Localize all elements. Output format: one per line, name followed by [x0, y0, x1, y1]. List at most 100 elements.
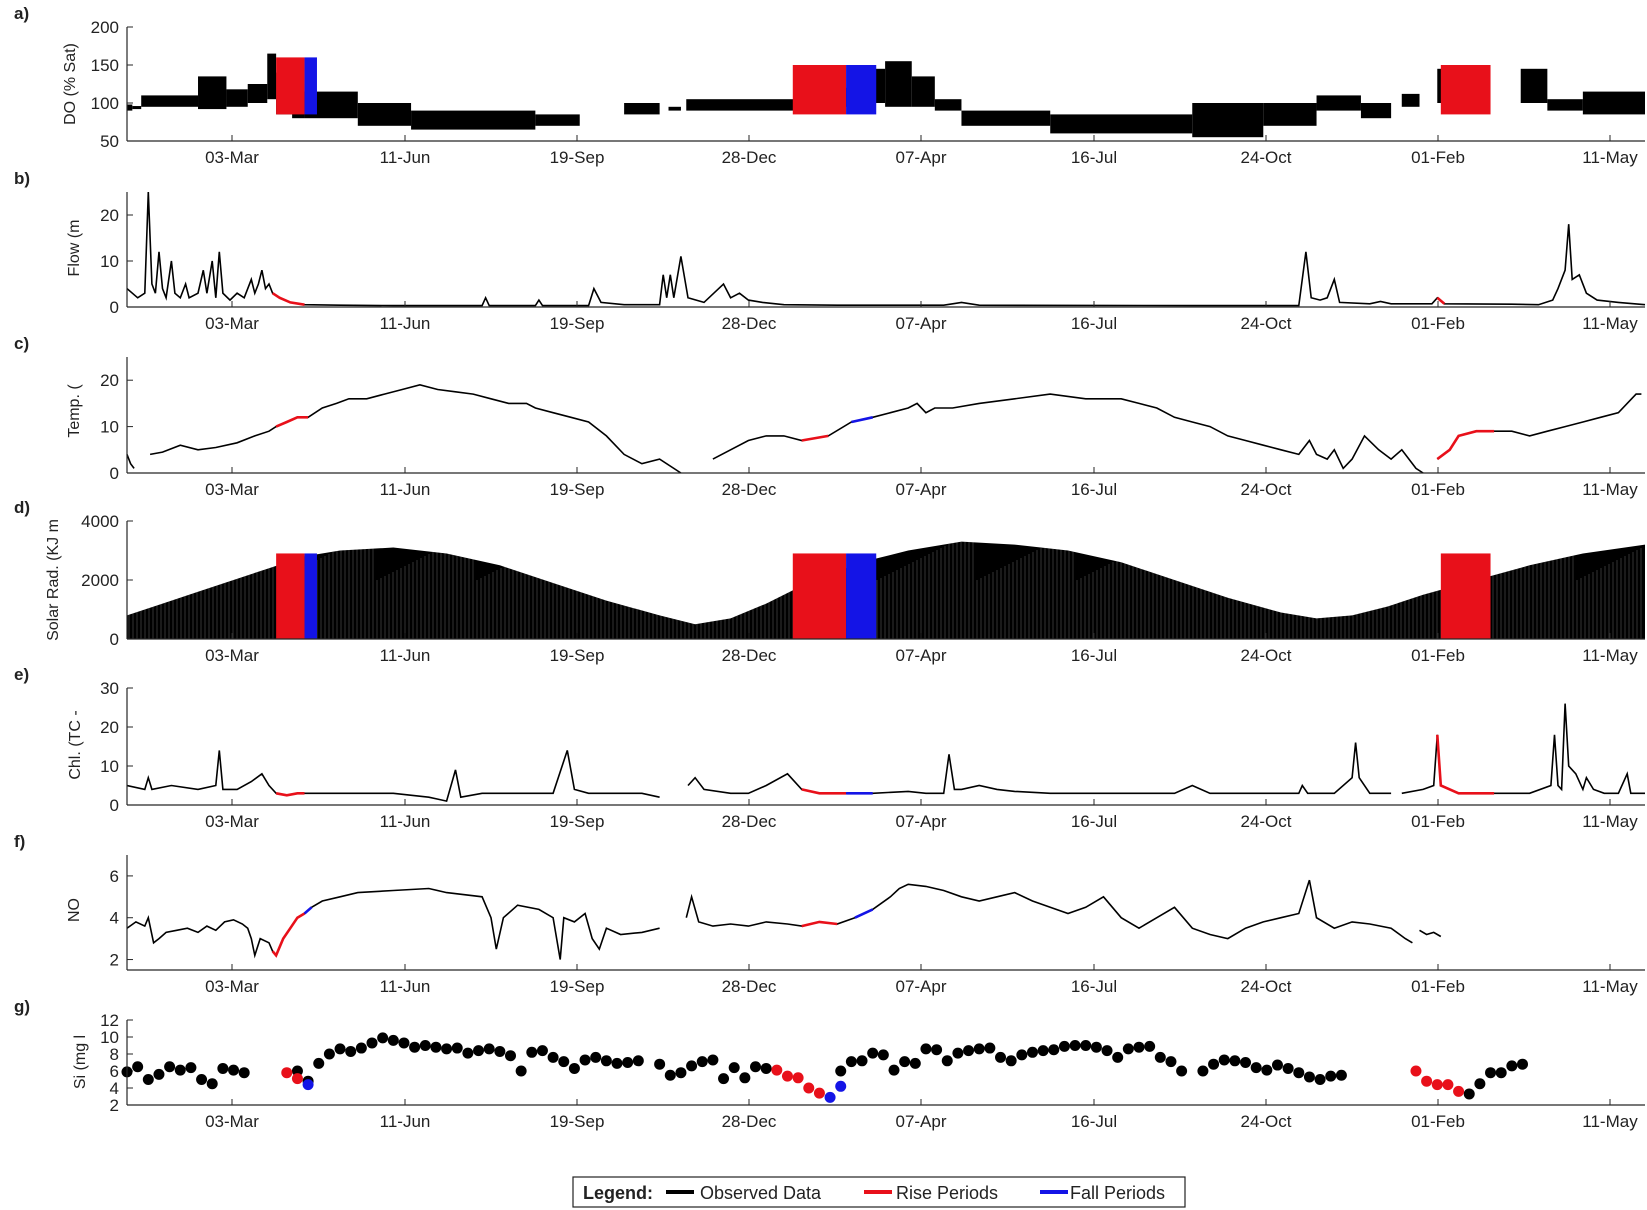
data-band — [1192, 103, 1264, 138]
data-point — [686, 1060, 698, 1072]
highlight-rise — [276, 553, 305, 639]
x-tick-label: 01-Feb — [1411, 1112, 1465, 1131]
panel-2: c) Temp. (20 10 0 03-Mar 11-Jun 19-Sep 28-Dec 07… — [14, 334, 1645, 499]
y-axis-label: Flow (m — [66, 220, 83, 277]
data-band — [141, 95, 199, 107]
data-point — [430, 1041, 442, 1053]
x-tick-label: 11-May — [1582, 480, 1638, 499]
y-tick-label: 4 — [110, 909, 119, 928]
x-tick-label: 19-Sep — [550, 977, 605, 996]
data-area — [127, 541, 1645, 639]
data-point — [675, 1067, 687, 1079]
data-point-rise — [1453, 1085, 1465, 1097]
x-tick-label: 11-Jun — [380, 148, 431, 167]
y-tick-label: 2 — [110, 1096, 119, 1115]
x-tick-label: 11-Jun — [380, 1112, 431, 1131]
x-tick-label: 11-May — [1582, 646, 1638, 665]
y-tick-label: 8 — [110, 1045, 119, 1064]
data-point — [1101, 1045, 1113, 1057]
data-point — [1208, 1058, 1220, 1070]
x-tick-label: 07-Apr — [895, 977, 946, 996]
x-tick-label: 28-Dec — [722, 148, 777, 167]
x-tick-label: 16-Jul — [1071, 1112, 1117, 1131]
y-tick-label: 150 — [91, 56, 119, 75]
data-point — [323, 1048, 335, 1060]
highlight-rise — [276, 57, 305, 115]
x-tick-label: 07-Apr — [895, 148, 946, 167]
y-tick-label: 10 — [100, 418, 119, 437]
data-point — [1240, 1057, 1252, 1068]
data-point-rise — [1410, 1065, 1422, 1077]
highlight-rise — [801, 434, 829, 442]
x-tick-label: 11-May — [1582, 148, 1638, 167]
data-band — [624, 103, 660, 115]
panel-0: a) DO (% Sat) 200 150 100 50 03-Mar 11-Jun 19-Se… — [14, 4, 1645, 167]
data-point — [558, 1056, 570, 1068]
data-point — [1474, 1078, 1486, 1090]
x-tick-label: 16-Jul — [1071, 480, 1117, 499]
panel-letter: c) — [14, 334, 29, 353]
data-band — [127, 104, 133, 111]
data-point — [1005, 1055, 1017, 1067]
data-point — [1165, 1056, 1177, 1068]
panel-4: e) Chl. (TC - 30 20 10 0 03-Mar 11-Jun 19-Sep 28-… — [14, 665, 1645, 831]
x-tick-label: 19-Sep — [550, 148, 605, 167]
x-tick-label: 07-Apr — [895, 812, 946, 831]
data-point — [1335, 1069, 1347, 1081]
data-point — [1176, 1065, 1188, 1077]
data-band — [535, 114, 580, 126]
data-point — [238, 1067, 250, 1079]
x-tick-label: 01-Feb — [1411, 480, 1465, 499]
highlight-rise — [1436, 429, 1495, 461]
data-point — [654, 1058, 666, 1070]
highlight-rise — [1440, 65, 1491, 115]
x-tick-label: 28-Dec — [722, 480, 777, 499]
x-tick-label: 03-Mar — [205, 812, 259, 831]
data-point — [1506, 1060, 1518, 1072]
y-tick-label: 4 — [110, 1079, 119, 1098]
highlight-rise — [1436, 734, 1495, 795]
data-point — [1218, 1054, 1230, 1066]
data-point — [366, 1037, 378, 1049]
highlight-rise — [275, 416, 309, 428]
y-axis-label: Solar Rad. (KJ m — [45, 519, 62, 641]
y-tick-label: 10 — [100, 1028, 119, 1047]
data-band — [1050, 114, 1193, 134]
data-band — [357, 103, 412, 126]
x-tick-label: 28-Dec — [722, 812, 777, 831]
x-tick-label: 03-Mar — [205, 977, 259, 996]
x-tick-label: 16-Jul — [1071, 977, 1117, 996]
data-band — [411, 110, 536, 130]
x-tick-label: 16-Jul — [1071, 646, 1117, 665]
highlight-rise — [271, 912, 306, 958]
data-point — [547, 1051, 559, 1063]
data-point — [835, 1065, 847, 1077]
y-tick-label: 20 — [100, 371, 119, 390]
data-point-rise — [813, 1087, 825, 1099]
y-tick-label: 200 — [91, 18, 119, 37]
data-point-rise — [803, 1082, 815, 1094]
data-band — [1263, 103, 1317, 126]
x-tick-label: 11-May — [1582, 977, 1638, 996]
data-point — [1293, 1067, 1305, 1079]
data-point-rise — [781, 1070, 793, 1082]
data-point — [696, 1056, 708, 1068]
data-point — [941, 1055, 953, 1067]
y-axis-label: Temp. ( — [66, 384, 83, 438]
x-tick-label: 07-Apr — [895, 314, 946, 333]
data-band — [686, 99, 829, 111]
y-tick-label: 20 — [100, 206, 119, 225]
data-point — [1154, 1051, 1166, 1063]
x-tick-label: 01-Feb — [1411, 646, 1465, 665]
data-point — [217, 1062, 229, 1074]
x-tick-label: 28-Dec — [722, 977, 777, 996]
legend-title: Legend: — [583, 1183, 653, 1203]
data-line — [126, 703, 1645, 803]
data-point — [1229, 1055, 1241, 1067]
data-point — [1016, 1049, 1028, 1061]
highlight-rise — [1436, 296, 1446, 305]
data-band — [1401, 93, 1420, 107]
data-point — [1058, 1040, 1070, 1052]
data-band — [1547, 99, 1583, 111]
